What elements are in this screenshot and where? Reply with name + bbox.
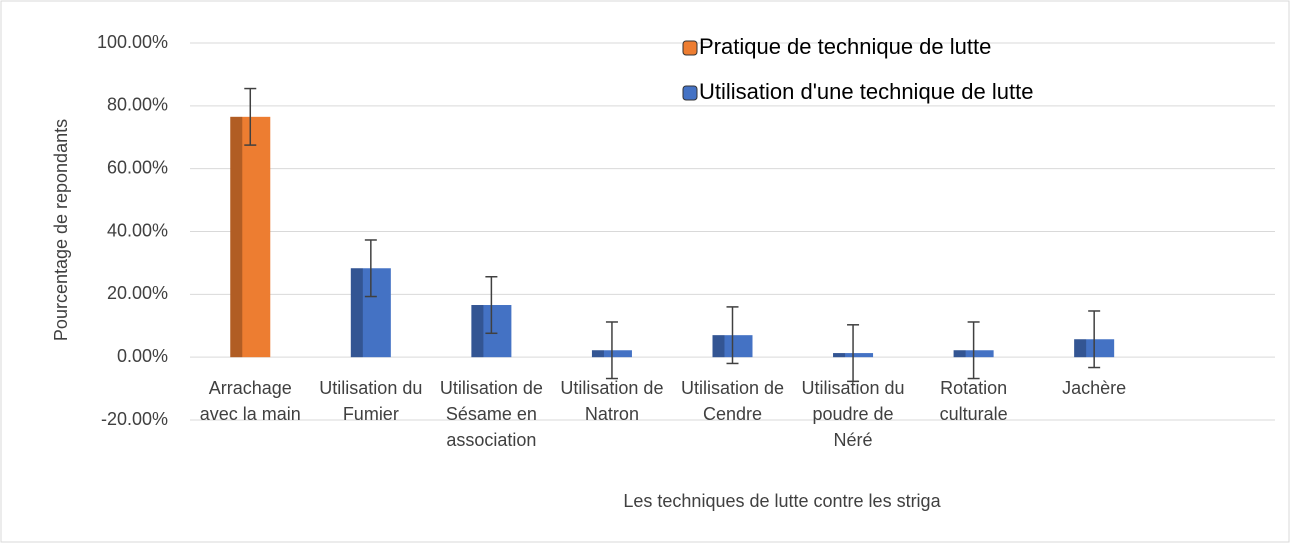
bar-shade xyxy=(833,353,846,358)
x-tick-label: Jachère xyxy=(1062,378,1127,398)
legend-label: Pratique de technique de lutte xyxy=(699,34,991,59)
legend-label: Utilisation d'une technique de lutte xyxy=(699,79,1033,104)
bar-shade xyxy=(712,335,725,358)
x-tick-label: Utilisation de Cendre xyxy=(680,378,785,424)
bar-shade xyxy=(230,116,243,358)
x-tick-label: Arrachage avec la main xyxy=(199,378,301,424)
legend-swatch xyxy=(682,40,698,56)
y-tick-label: 60.00% xyxy=(107,157,168,177)
bar-shade xyxy=(1074,339,1087,358)
x-axis-label: Les techniques de lutte contre les strig… xyxy=(623,491,941,511)
bar-shade xyxy=(591,350,604,358)
x-tick-label: Utilisation du poudre de Néré xyxy=(801,378,905,450)
x-tick-label: Utilisation du Fumier xyxy=(319,378,423,424)
x-tick-label: Utilisation de Natron xyxy=(560,378,664,424)
x-tick-label: Utilisation de Sésame en association xyxy=(439,378,543,450)
y-axis-label: Pourcentage de repondants xyxy=(51,119,71,341)
bar-shade xyxy=(350,268,363,358)
legend-swatch xyxy=(682,85,698,101)
y-tick-label: 0.00% xyxy=(117,346,168,366)
y-tick-label: 100.00% xyxy=(97,32,168,52)
y-tick-label: 80.00% xyxy=(107,95,168,115)
x-tick-label: Rotation culturale xyxy=(939,378,1008,424)
bar-shade xyxy=(471,305,484,358)
bar-shade xyxy=(953,350,966,358)
y-tick-label: 40.00% xyxy=(107,220,168,240)
y-tick-label: -20.00% xyxy=(101,409,168,429)
bar xyxy=(230,116,271,358)
y-tick-label: 20.00% xyxy=(107,283,168,303)
